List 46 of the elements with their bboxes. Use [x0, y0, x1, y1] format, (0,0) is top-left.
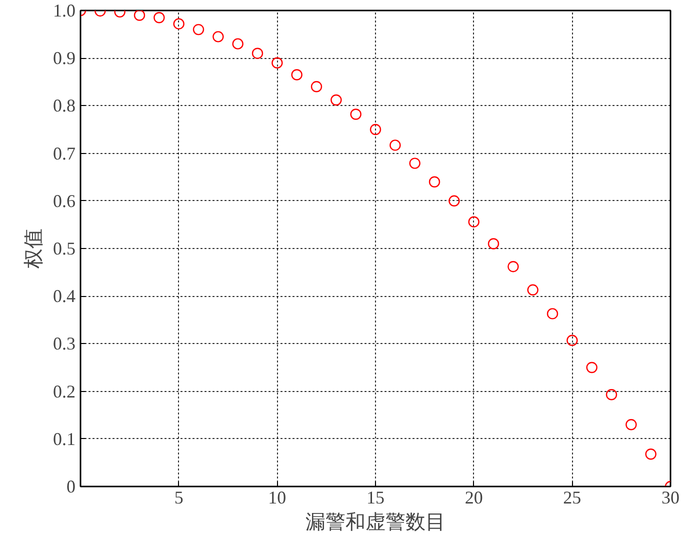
point: [448, 195, 460, 206]
y-tick-label: 0.3: [53, 334, 76, 354]
point: [488, 238, 500, 250]
x-tick-label: 15: [366, 488, 384, 508]
y-tick-label: 0.6: [53, 190, 76, 211]
y-tick-label: 0.2: [53, 381, 76, 402]
point: [350, 108, 362, 120]
y-tick-label: 0.8: [53, 96, 76, 116]
y-tick-label: 0: [66, 476, 76, 496]
point: [428, 176, 440, 188]
point: [134, 10, 146, 21]
y-tick-label: 0.9: [53, 48, 76, 68]
point: [409, 158, 420, 169]
x-axis-title: 漏警和虚警数目: [306, 512, 446, 534]
y-tick-label: 0.1: [53, 428, 76, 449]
point: [291, 69, 302, 80]
point: [154, 12, 165, 24]
point: [586, 362, 598, 374]
point: [468, 216, 480, 228]
point: [546, 308, 558, 320]
y-tick-label: 0.4: [53, 286, 76, 306]
point: [310, 81, 322, 92]
point: [370, 124, 382, 136]
y-tick-label: 1.0: [53, 0, 76, 20]
y-axis-title: 权值: [23, 228, 45, 270]
y-tick-label: 0.7: [53, 143, 76, 164]
y-tick-label: 0.5: [53, 238, 76, 258]
x-tick-label: 10: [268, 488, 286, 508]
point: [252, 48, 264, 59]
point: [508, 261, 519, 272]
point: [626, 419, 637, 430]
x-tick-label: 20: [464, 488, 483, 508]
point: [606, 389, 618, 400]
x-tick-label: 25: [563, 488, 582, 508]
point: [390, 140, 401, 151]
point: [212, 31, 224, 42]
point: [645, 448, 656, 460]
point: [566, 334, 578, 346]
point: [173, 18, 184, 30]
point: [330, 94, 342, 106]
point: [232, 38, 244, 50]
x-tick-label: 30: [662, 488, 680, 508]
x-tick-label: 5: [174, 488, 184, 508]
point: [527, 284, 538, 296]
point: [192, 24, 204, 36]
point: [272, 57, 283, 68]
